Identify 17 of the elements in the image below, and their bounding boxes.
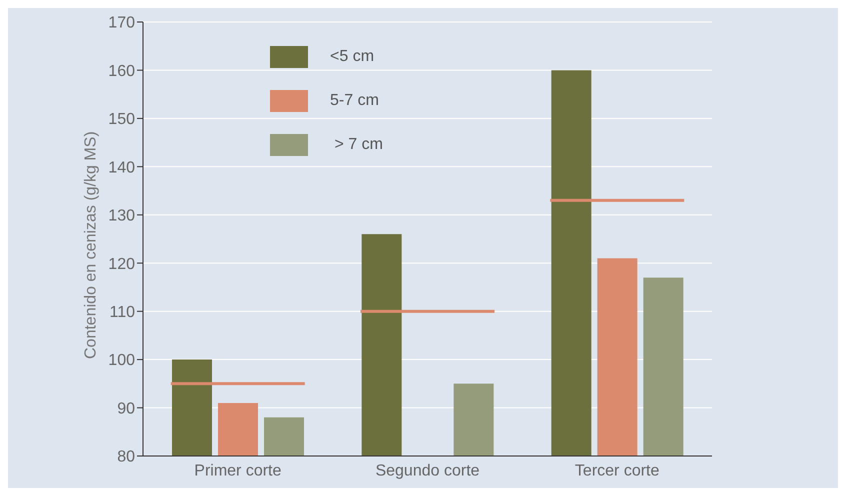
x-tick-label: Tercer corte [574, 462, 660, 480]
y-tick-label: 170 [108, 14, 136, 32]
legend-label: <5 cm [330, 48, 374, 66]
y-tick-label: 160 [108, 62, 136, 80]
y-tick-label: 150 [108, 111, 136, 128]
y-tick-label: 110 [109, 304, 136, 322]
legend-label: > 7 cm [333, 136, 383, 154]
y-tick-label: 140 [108, 159, 136, 176]
y-tick-label: 80 [117, 448, 136, 466]
y-axis-title: Contenido en cenizas (g/kg MS) [82, 131, 100, 359]
y-tick-label: 130 [108, 208, 136, 225]
y-tick-label: 100 [108, 352, 136, 370]
legend-label: 5-7 cm [330, 92, 379, 110]
x-tick-label: Primer corte [194, 462, 282, 480]
y-tick-label: 120 [108, 256, 136, 273]
x-tick-label: Segundo corte [375, 462, 480, 480]
y-tick-label: 90 [117, 400, 136, 418]
